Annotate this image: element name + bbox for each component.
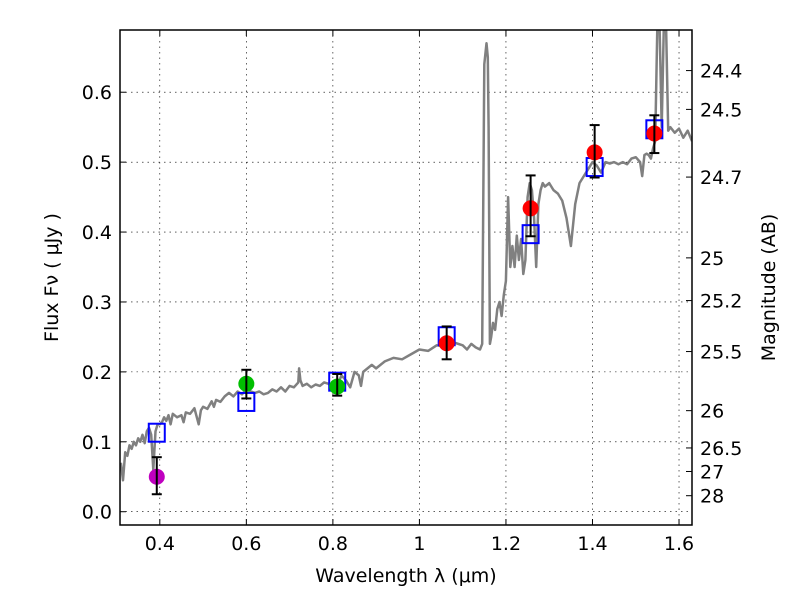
- y2-tick-label: 24.7: [700, 167, 742, 189]
- x-tick-label: 0.6: [231, 533, 261, 555]
- y2-tick-label: 24.4: [700, 61, 742, 83]
- y-tick-label: 0.4: [82, 222, 112, 244]
- y2-tick-label: 25.5: [700, 342, 742, 364]
- y2-tick-label: 26.5: [700, 438, 742, 460]
- observed-photometry-layer: [148, 114, 663, 496]
- y-tick-labels: 0.0 0.1 0.2 0.3 0.4 0.5 0.6: [82, 82, 112, 523]
- x-tick-label: 1.2: [491, 533, 521, 555]
- y2-tick-label: 25.2: [700, 291, 742, 313]
- y2-tick-labels: 24.4 24.5 24.7 25 25.2 25.5 26 26.527 28: [700, 61, 742, 508]
- y2-tick-label: 24.5: [700, 99, 742, 121]
- y2-tick-label: 27: [700, 461, 724, 483]
- x-axis-label: Wavelength λ (μm): [315, 565, 496, 587]
- y-tick-label: 0.1: [82, 432, 112, 454]
- x-tick-labels: 0.4 0.6 0.8 1 1.2 1.4 1.6: [145, 533, 694, 555]
- model-photometry-layer: [147, 119, 664, 443]
- y2-tick-label: 26: [700, 401, 724, 423]
- y-tick-label: 0.6: [82, 82, 112, 104]
- x-tick-label: 1.6: [664, 533, 694, 555]
- grid-lines: [120, 30, 692, 525]
- x-tick-label: 0.4: [145, 533, 175, 555]
- y-tick-label: 0.0: [82, 502, 112, 524]
- y2-tick-label: 25: [700, 248, 724, 270]
- x-tick-label: 0.8: [318, 533, 348, 555]
- axis-ticks: [120, 30, 692, 525]
- x-tick-label: 1: [413, 533, 425, 555]
- model-photometry-square: [147, 422, 166, 443]
- y-tick-label: 0.5: [82, 152, 112, 174]
- y2-axis-label: Magnitude (AB): [758, 214, 780, 362]
- x-tick-label: 1.4: [577, 533, 607, 555]
- y-tick-label: 0.3: [82, 292, 112, 314]
- y-axis-label: Flux Fν ( μJy ): [41, 213, 63, 342]
- y2-tick-label: 28: [700, 486, 724, 508]
- spectrum-line: [120, 30, 692, 482]
- y-tick-label: 0.2: [82, 362, 112, 384]
- plot-frame: [119, 29, 693, 526]
- spectrum-layer: [120, 30, 692, 482]
